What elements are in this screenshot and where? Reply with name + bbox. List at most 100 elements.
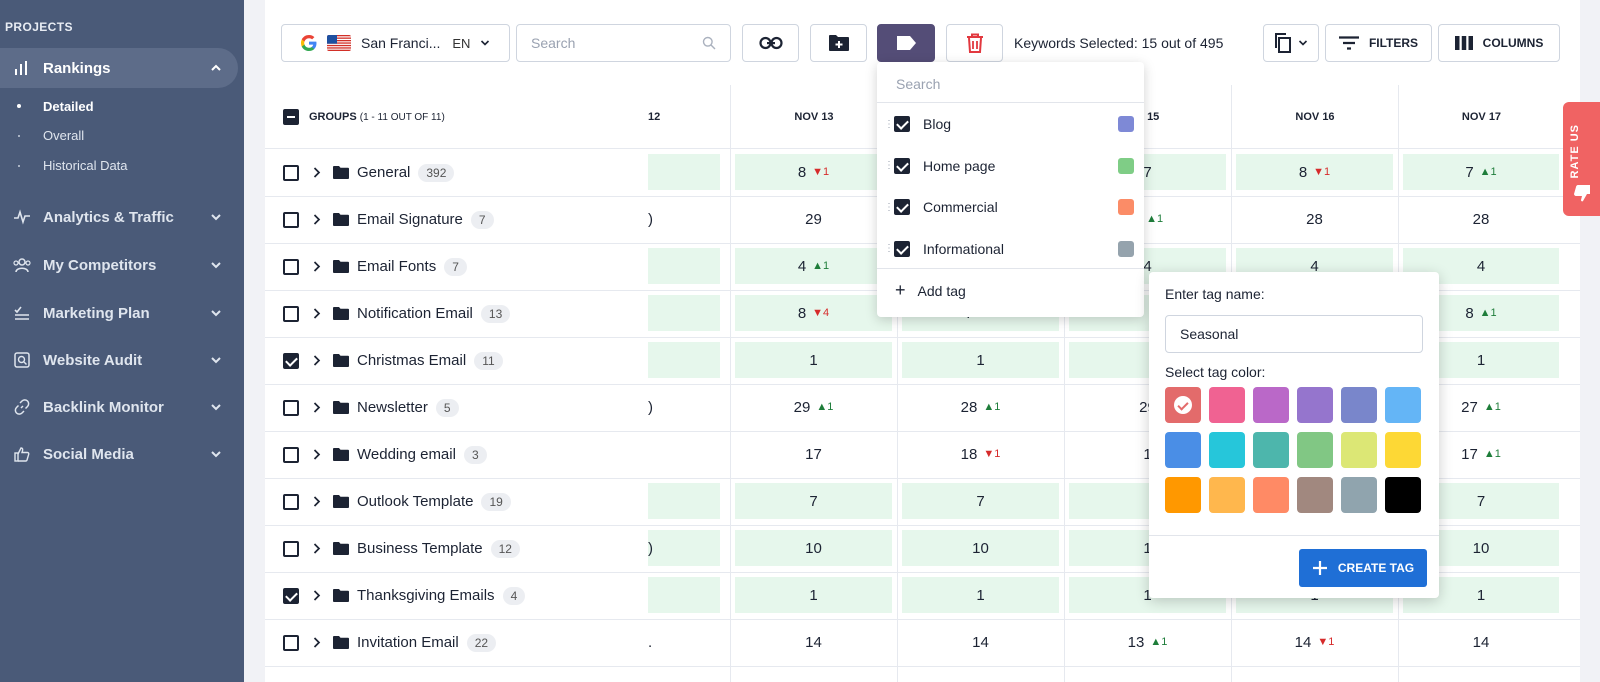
select-all-checkbox[interactable] <box>283 108 299 125</box>
date-column-header[interactable]: NOV 16 <box>1231 85 1398 149</box>
nav-my-competitors[interactable]: My Competitors <box>0 245 238 285</box>
rank-cell[interactable]: 17 <box>735 436 892 472</box>
create-tag-button[interactable]: CREATE TAG <box>1299 549 1427 587</box>
group-row[interactable]: Wedding email 3 <box>265 431 648 479</box>
rank-cell[interactable]: 28 <box>1236 201 1393 237</box>
group-checkbox[interactable] <box>283 587 299 604</box>
color-swatch[interactable] <box>1209 432 1245 468</box>
color-swatch[interactable] <box>1165 387 1201 423</box>
color-swatch[interactable] <box>1297 477 1333 513</box>
chevron-right-icon[interactable] <box>313 637 321 648</box>
rate-us-tab[interactable]: RATE US <box>1563 102 1600 216</box>
tag-button[interactable] <box>877 24 935 62</box>
rank-cell[interactable]: 28 <box>1403 201 1559 237</box>
group-row[interactable]: Outlook Template 19 <box>265 478 648 526</box>
rank-cell[interactable]: 1 <box>1069 436 1226 472</box>
color-swatch[interactable] <box>1297 387 1333 423</box>
location-selector[interactable]: San Franci... EN <box>281 24 510 62</box>
tag-item[interactable]: ⋮⋮ Blog <box>877 103 1144 145</box>
drag-handle-icon[interactable]: ⋮⋮ <box>884 118 903 130</box>
nav-backlink-monitor[interactable]: Backlink Monitor <box>0 387 238 427</box>
copy-button[interactable] <box>1263 24 1319 62</box>
rank-cell[interactable]: ) <box>648 389 720 425</box>
rank-cell[interactable]: 27 ▲1 <box>1403 389 1559 425</box>
rank-cell[interactable]: 1 <box>902 577 1059 613</box>
add-tag-button[interactable]: + Add tag <box>895 280 966 301</box>
columns-button[interactable]: COLUMNS <box>1438 24 1560 62</box>
group-checkbox[interactable] <box>283 211 299 228</box>
drag-handle-icon[interactable]: ⋮⋮ <box>884 201 903 213</box>
group-checkbox[interactable] <box>283 352 299 369</box>
group-row[interactable]: General 392 <box>265 149 648 197</box>
link-button[interactable] <box>742 24 799 62</box>
group-row[interactable]: Christmas Email 11 <box>265 337 648 385</box>
nav-website-audit[interactable]: Website Audit <box>0 340 238 380</box>
rank-cell[interactable] <box>648 154 720 190</box>
color-swatch[interactable] <box>1209 477 1245 513</box>
rank-cell[interactable] <box>648 436 720 472</box>
rank-cell[interactable]: 29 ▲1 <box>735 389 892 425</box>
rank-cell[interactable]: 8 ▼1 <box>1236 154 1393 190</box>
subnav-historical-data[interactable]: Historical Data <box>43 158 128 173</box>
group-checkbox[interactable] <box>283 399 299 416</box>
rank-cell[interactable]: 13 ▲1 <box>1069 624 1226 660</box>
color-swatch[interactable] <box>1385 432 1421 468</box>
rank-cell[interactable]: 14 <box>1403 624 1559 660</box>
rank-cell[interactable] <box>648 483 720 519</box>
chevron-right-icon[interactable] <box>313 590 321 601</box>
keyword-search-input[interactable]: Search <box>516 24 731 62</box>
date-column-header[interactable]: NOV 13 <box>730 85 897 149</box>
rank-cell[interactable]: 8 ▼4 <box>735 295 892 331</box>
chevron-right-icon[interactable] <box>313 355 321 366</box>
group-row[interactable]: Business Template 12 <box>265 525 648 573</box>
rank-cell[interactable]: 7 <box>902 483 1059 519</box>
color-swatch[interactable] <box>1341 477 1377 513</box>
rank-cell[interactable]: 14 ▼1 <box>1236 624 1393 660</box>
group-checkbox[interactable] <box>283 164 299 181</box>
tag-checkbox[interactable] <box>894 199 910 215</box>
rank-cell[interactable]: 29 <box>735 201 892 237</box>
date-column-header[interactable]: NOV 17 <box>1398 85 1564 149</box>
drag-handle-icon[interactable]: ⋮⋮ <box>884 160 903 171</box>
chevron-right-icon[interactable] <box>313 308 321 319</box>
rank-cell[interactable]: 10 <box>902 530 1059 566</box>
color-swatch[interactable] <box>1385 477 1421 513</box>
drag-handle-icon[interactable]: ⋮⋮ <box>884 243 903 254</box>
delete-button[interactable] <box>946 24 1003 62</box>
nav-rankings[interactable]: Rankings <box>0 48 238 88</box>
group-checkbox[interactable] <box>283 446 299 463</box>
color-swatch[interactable] <box>1341 387 1377 423</box>
nav-marketing-plan[interactable]: Marketing Plan <box>0 293 238 333</box>
chevron-right-icon[interactable] <box>313 214 321 225</box>
rank-cell[interactable]: 7 <box>735 483 892 519</box>
subnav-overall[interactable]: Overall <box>43 128 85 143</box>
rank-cell[interactable]: 8 ▼1 <box>735 154 892 190</box>
group-checkbox[interactable] <box>283 493 299 510</box>
color-swatch[interactable] <box>1165 432 1201 468</box>
rank-cell[interactable] <box>648 295 720 331</box>
rank-cell[interactable]: ) <box>648 201 720 237</box>
rank-cell[interactable]: 7 ▲1 <box>1403 154 1559 190</box>
rank-cell[interactable]: 4 ▲1 <box>735 248 892 284</box>
color-swatch[interactable] <box>1209 387 1245 423</box>
chevron-right-icon[interactable] <box>313 449 321 460</box>
color-swatch[interactable] <box>1341 432 1377 468</box>
rank-cell[interactable]: 18 ▼1 <box>902 436 1059 472</box>
chevron-right-icon[interactable] <box>313 402 321 413</box>
group-row[interactable]: Notification Email 13 <box>265 290 648 338</box>
tag-item[interactable]: ⋮⋮ Home page <box>877 145 1144 187</box>
tag-checkbox[interactable] <box>894 116 910 132</box>
add-to-group-button[interactable] <box>810 24 867 62</box>
rank-cell[interactable] <box>648 342 720 378</box>
tag-checkbox[interactable] <box>894 157 910 174</box>
tag-checkbox[interactable] <box>894 240 910 257</box>
chevron-right-icon[interactable] <box>313 496 321 507</box>
chevron-right-icon[interactable] <box>313 543 321 554</box>
group-row[interactable]: Email Signature 7 <box>265 196 648 244</box>
rank-cell[interactable]: 1 <box>902 342 1059 378</box>
rank-cell[interactable]: 14 <box>735 624 892 660</box>
rank-cell[interactable]: 1 <box>735 342 892 378</box>
group-checkbox[interactable] <box>283 634 299 651</box>
tag-item[interactable]: ⋮⋮ Informational <box>877 228 1144 270</box>
color-swatch[interactable] <box>1253 432 1289 468</box>
